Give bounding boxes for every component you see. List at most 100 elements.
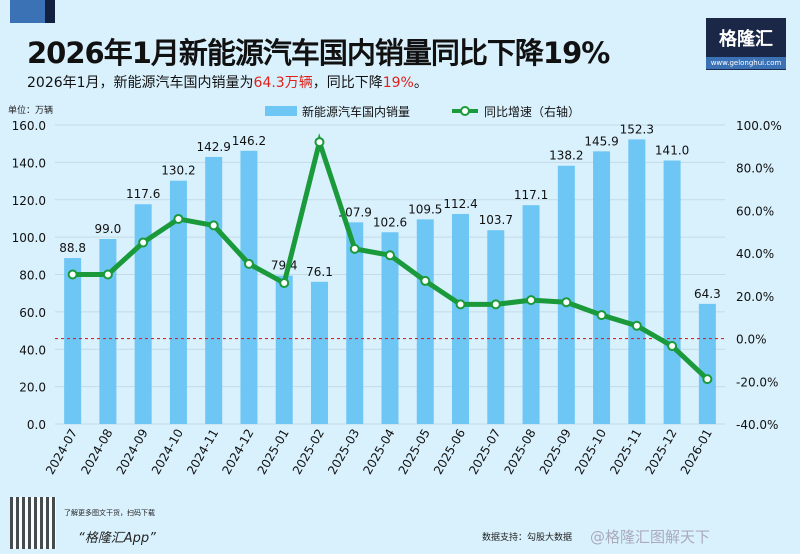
bar [416, 219, 434, 424]
bar [169, 180, 187, 424]
bar-data-label: 141.0 [655, 144, 689, 158]
decor-bar [10, 0, 45, 23]
growth-point [173, 213, 184, 224]
y-tick-label: 40.0 [19, 343, 46, 357]
y2-tick-label: 0.0% [736, 333, 767, 347]
bar [698, 303, 716, 424]
bar [663, 160, 681, 424]
bar-data-label: 152.3 [620, 122, 654, 136]
y-tick-label: 80.0 [19, 269, 46, 283]
y-tick-label: 20.0 [19, 381, 46, 395]
bar [557, 165, 575, 424]
x-tick-label: 2025-02 [290, 427, 327, 477]
bar-data-label: 76.1 [306, 265, 333, 279]
qr-text: 了解更多图文干货，扫码下载 [64, 509, 155, 517]
growth-point [667, 341, 678, 352]
bar-data-label: 88.8 [59, 241, 86, 255]
x-tick-label: 2024-11 [184, 427, 221, 477]
growth-point [385, 250, 395, 261]
growth-point [349, 243, 360, 254]
bar [275, 275, 293, 424]
qr-code [10, 497, 56, 549]
legend-line-label: 同比增速（右轴） [484, 104, 580, 119]
bar [487, 230, 505, 424]
growth-point [138, 237, 149, 248]
x-tick-label: 2025-09 [537, 427, 574, 477]
page-title: 2026年1月新能源汽车国内销量同比下降19% [27, 36, 610, 70]
x-tick-label: 2024-10 [149, 427, 186, 477]
y2-tick-label: 40.0% [736, 247, 774, 261]
x-tick-label: 2025-11 [607, 427, 644, 477]
x-tick-label: 2026-01 [678, 427, 715, 477]
bar-data-label: 117.6 [126, 187, 160, 201]
growth-point [102, 269, 113, 280]
y-tick-label: 160.0 [12, 119, 46, 133]
y2-tick-label: 100.0% [736, 119, 782, 133]
growth-point [561, 297, 572, 308]
x-tick-label: 2025-10 [572, 427, 609, 477]
growth-point [455, 299, 466, 310]
y-tick-label: 140.0 [12, 156, 46, 170]
bar-data-label: 64.3 [694, 287, 721, 301]
legend-line-marker [460, 106, 470, 116]
bar [240, 150, 258, 424]
growth-point [420, 275, 431, 286]
bar-data-label: 109.5 [408, 202, 442, 216]
growth-point [631, 320, 642, 331]
bar [99, 238, 117, 424]
growth-point [702, 374, 713, 385]
growth-point [208, 220, 219, 231]
bar-data-label: 79.4 [271, 259, 298, 273]
x-tick-label: 2024-12 [219, 427, 256, 477]
y2-tick-label: -40.0% [736, 418, 778, 432]
decor-bar [45, 0, 55, 23]
legend-bar-label: 新能源汽车国内销量 [302, 104, 410, 119]
data-source: 数据支持：勾股大数据 [482, 533, 573, 543]
x-tick-label: 2025-08 [501, 427, 538, 477]
x-tick-label: 2025-12 [643, 427, 680, 477]
bar-data-label: 112.4 [443, 197, 477, 211]
bar-data-label: 99.0 [95, 222, 122, 236]
app-name: “格隆汇App” [78, 531, 156, 546]
growth-point [67, 269, 78, 280]
bar [64, 258, 82, 424]
x-tick-label: 2024-08 [78, 427, 115, 477]
y-tick-label: 100.0 [12, 231, 46, 245]
bar [628, 139, 646, 424]
growth-point [490, 299, 501, 310]
growth-point [314, 137, 325, 148]
bar-data-label: 145.9 [584, 134, 618, 148]
x-tick-label: 2025-03 [325, 427, 362, 477]
bar-data-label: 130.2 [161, 164, 195, 178]
bar-data-label: 117.1 [514, 188, 548, 202]
bar [310, 281, 328, 424]
subtitle: 2026年1月，新能源汽车国内销量为64.3万辆，同比下降19%。 [27, 75, 428, 91]
bar [593, 151, 611, 425]
y-tick-label: 120.0 [12, 194, 46, 208]
growth-point [526, 295, 537, 306]
bar-data-label: 138.2 [549, 149, 583, 163]
legend-bar-swatch [265, 106, 297, 116]
growth-point [596, 310, 607, 321]
bar-data-label: 103.7 [479, 213, 513, 227]
y2-tick-label: 80.0% [736, 162, 774, 176]
bar [522, 205, 540, 424]
bar [205, 156, 223, 424]
bar-data-label: 146.2 [232, 134, 266, 148]
bar [381, 232, 399, 424]
bar [346, 222, 364, 424]
x-tick-label: 2025-05 [396, 427, 433, 477]
bar [452, 213, 470, 424]
growth-point [279, 278, 290, 289]
y-tick-label: 0.0 [27, 418, 46, 432]
x-tick-label: 2025-06 [431, 427, 468, 477]
x-tick-label: 2025-01 [255, 427, 292, 477]
x-tick-label: 2024-09 [114, 427, 151, 477]
growth-point [243, 258, 254, 269]
logo: 格隆汇 www.gelonghui.com [706, 18, 786, 70]
unit-label: 单位：万辆 [8, 104, 53, 116]
x-tick-label: 2024-07 [43, 427, 80, 477]
bar [134, 204, 152, 424]
bar-data-label: 142.9 [197, 140, 231, 154]
